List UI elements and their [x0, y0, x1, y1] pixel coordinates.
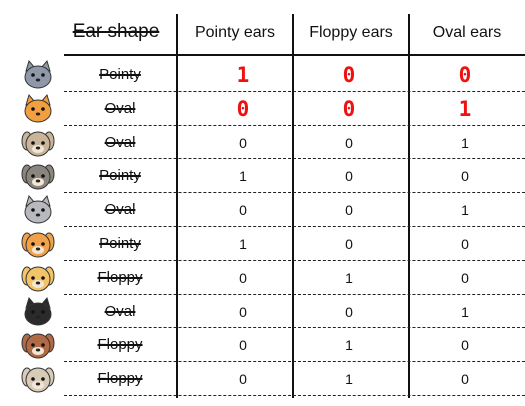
floppy-ears-value: 1	[345, 371, 353, 388]
floppy-ears-value: 0	[345, 134, 353, 151]
row-separator	[64, 293, 525, 295]
dog-icon	[21, 232, 55, 258]
cat-icon	[24, 59, 52, 89]
pointy-ears-value: 0	[239, 303, 247, 320]
pointy-ears-value: 0	[236, 96, 250, 121]
ear-shape-label: Oval	[104, 302, 136, 320]
oval-ears-value: 0	[461, 337, 469, 354]
floppy-ears-value: 1	[345, 269, 353, 286]
pointy-ears-value: 0	[239, 269, 247, 286]
pointy-ears-value: 0	[239, 371, 247, 388]
column-divider	[176, 14, 178, 398]
oval-ears-value: 1	[461, 202, 469, 219]
pointy-ears-value: 0	[239, 202, 247, 219]
ear-shape-label: Pointy	[99, 234, 141, 252]
dog-icon	[21, 333, 55, 359]
dog-icon	[21, 131, 55, 156]
pointy-ears-value: 1	[239, 168, 247, 185]
ear-shape-label: Pointy	[99, 167, 141, 185]
table-title: Ear shape	[72, 21, 160, 42]
row-separator	[64, 192, 525, 194]
ear-shape-label: Oval	[104, 133, 136, 151]
pointy-ears-value: 0	[239, 134, 247, 151]
floppy-ears-value: 0	[345, 303, 353, 320]
ear-shape-label: Floppy	[97, 336, 143, 354]
row-separator	[64, 327, 525, 329]
ear-shape-label: Pointy	[99, 65, 141, 83]
oval-ears-value: 0	[461, 371, 469, 388]
floppy-ears-value: 1	[345, 337, 353, 354]
row-separator	[64, 90, 525, 92]
column-divider	[408, 14, 410, 398]
cat-icon	[24, 195, 52, 224]
column-header-pointy: Pointy ears	[194, 24, 276, 41]
floppy-ears-value: 0	[345, 202, 353, 219]
oval-ears-value: 0	[461, 235, 469, 252]
column-header-floppy: Floppy ears	[309, 24, 393, 41]
row-separator	[64, 361, 525, 363]
cat-icon	[24, 93, 52, 123]
row-separator	[64, 158, 525, 160]
oval-ears-value: 0	[461, 269, 469, 286]
dog-icon	[21, 367, 55, 393]
cat-icon	[24, 296, 52, 325]
row-separator	[64, 124, 525, 126]
dog-icon	[21, 164, 55, 190]
oval-ears-value: 0	[461, 168, 469, 185]
pointy-ears-value: 1	[236, 62, 250, 87]
column-header-oval: Oval ears	[432, 24, 502, 41]
oval-ears-value: 1	[458, 96, 472, 121]
pointy-ears-value: 0	[239, 337, 247, 354]
column-divider	[292, 14, 294, 398]
row-separator	[64, 259, 525, 261]
oval-ears-value: 1	[461, 134, 469, 151]
floppy-ears-value: 0	[345, 168, 353, 185]
ear-shape-label: Oval	[104, 201, 136, 219]
ear-shape-label: Floppy	[97, 268, 143, 286]
ear-shape-label: Oval	[104, 99, 136, 117]
ear-shape-label: Floppy	[97, 370, 143, 388]
row-separator	[64, 226, 525, 227]
floppy-ears-value: 0	[342, 62, 356, 87]
pointy-ears-value: 1	[239, 235, 247, 252]
floppy-ears-value: 0	[345, 235, 353, 252]
dog-icon	[21, 266, 55, 292]
row-separator	[64, 395, 525, 396]
floppy-ears-value: 0	[342, 96, 356, 121]
header-divider	[64, 54, 525, 56]
oval-ears-value: 0	[458, 62, 472, 87]
oval-ears-value: 1	[461, 303, 469, 320]
